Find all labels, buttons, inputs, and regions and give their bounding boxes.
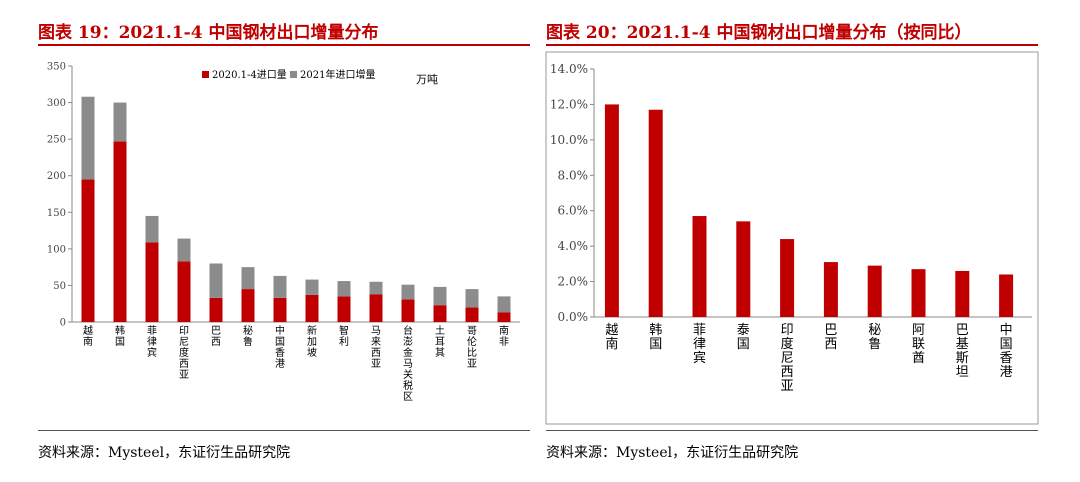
x-tick-label: 南非 <box>499 324 509 348</box>
x-tick-label: 秘鲁 <box>243 324 253 348</box>
legend-label-2021: 2021年进口增量 <box>300 68 375 81</box>
x-tick-label: 巴西 <box>211 325 221 348</box>
bar-segment-2020 <box>209 297 223 322</box>
y-tick-label: 200 <box>47 171 66 182</box>
bar <box>911 269 926 317</box>
bar-segment-2021 <box>209 263 223 298</box>
chart-panel-left: 图表 19：2021.1-4 中国钢材出口增量分布 0 50 100 150 200 25… <box>38 0 538 482</box>
x-tick-label: 中国香港 <box>275 324 285 370</box>
x-tick-label: 韩国 <box>649 323 662 352</box>
x-tick-label: 智利 <box>339 324 349 348</box>
bar-segment-2021 <box>433 286 447 306</box>
bar <box>955 270 970 317</box>
y-tick-label: 12.0% <box>550 97 588 111</box>
source-rule <box>38 430 530 431</box>
x-tick-label: 土耳其 <box>435 324 445 359</box>
bar-segment-2020 <box>433 305 447 322</box>
legend-swatch-2021 <box>290 71 297 78</box>
x-tick-label: 印度尼西亚 <box>781 323 794 394</box>
bar <box>823 262 838 317</box>
bar-segment-2020 <box>497 312 511 322</box>
plot-frame <box>545 51 1039 425</box>
bar-segment-2021 <box>369 281 383 295</box>
y-tick-label: 10.0% <box>550 133 588 147</box>
x-tick-label: 中国香港 <box>1000 323 1013 380</box>
bar <box>604 104 619 317</box>
chart-title-20: 图表 20：2021.1-4 中国钢材出口增量分布（按同比） <box>546 23 972 43</box>
bar-segment-2021 <box>337 281 351 297</box>
bar-segment-2020 <box>177 261 191 322</box>
y-tick-label: 150 <box>47 208 66 219</box>
title-rule <box>546 44 1038 46</box>
bar-segment-2021 <box>81 96 95 180</box>
bar-segment-2020 <box>273 297 287 322</box>
x-tick-label: 阿联酋 <box>912 323 925 366</box>
y-tick-label: 6.0% <box>558 204 589 218</box>
y-tick-label: 14.0% <box>550 62 588 76</box>
bar <box>999 274 1014 317</box>
y-tick-label: 100 <box>47 244 66 255</box>
bar-segment-2021 <box>401 284 415 300</box>
y-tick-label: 300 <box>47 98 66 109</box>
source-note-19: 资料来源：Mysteel，东证衍生品研究院 <box>38 445 291 461</box>
bar <box>736 221 751 317</box>
bar-segment-2021 <box>241 267 255 290</box>
bar-segment-2020 <box>401 299 415 322</box>
x-tick-label: 秘鲁 <box>868 323 881 352</box>
bar-segment-2020 <box>465 307 479 322</box>
x-tick-label: 泰国 <box>737 323 750 352</box>
bar-segment-2021 <box>465 289 479 308</box>
bar-segment-2020 <box>305 294 319 322</box>
bar-segment-2020 <box>145 242 159 322</box>
y-tick-label: 0 <box>60 318 66 329</box>
legend-swatch-2020 <box>202 71 209 78</box>
bar <box>648 109 663 317</box>
bar-segment-2020 <box>337 296 351 322</box>
bar <box>692 216 707 317</box>
bar-segment-2021 <box>113 102 127 142</box>
bar-segment-2020 <box>369 294 383 322</box>
unit-label: 万吨 <box>416 73 438 86</box>
bar-segment-2021 <box>145 215 159 243</box>
y-tick-label: 4.0% <box>558 239 589 253</box>
chart-title-19: 图表 19：2021.1-4 中国钢材出口增量分布 <box>38 23 379 43</box>
x-tick-label: 巴基斯坦 <box>956 323 969 380</box>
bar-segment-2021 <box>305 279 319 295</box>
x-tick-label: 菲律宾 <box>147 325 157 359</box>
x-tick-label: 马来西亚 <box>371 325 381 370</box>
y-tick-label: 8.0% <box>558 168 589 182</box>
bar-chart: 0.0% 2.0% 4.0% 6.0% 8.0% 10.0% 12.0% 14.0% 越南 韩国 菲… <box>545 51 1039 425</box>
source-note-20: 资料来源：Mysteel，东证衍生品研究院 <box>546 445 799 461</box>
x-tick-label: 哥伦比亚 <box>467 325 477 370</box>
legend-label-2020: 2020.1-4进口量 <box>212 69 287 81</box>
x-tick-label: 新加坡 <box>307 324 317 359</box>
bar-segment-2020 <box>241 289 255 322</box>
x-tick-label: 越南 <box>605 323 618 352</box>
y-tick-label: 350 <box>47 62 66 73</box>
bar-segment-2020 <box>81 179 95 322</box>
x-tick-label: 印尼度西亚 <box>179 325 189 381</box>
bar-segment-2021 <box>177 238 191 262</box>
y-tick-label: 0.0% <box>558 310 589 324</box>
title-rule <box>38 44 530 46</box>
bar <box>780 239 795 317</box>
bar-segment-2021 <box>497 296 511 313</box>
bar-segment-2021 <box>273 275 287 298</box>
x-tick-label: 巴西 <box>824 323 837 352</box>
bar-segment-2020 <box>113 141 127 322</box>
source-rule <box>546 430 1038 431</box>
y-tick-label: 250 <box>47 135 66 146</box>
bar <box>867 265 882 317</box>
x-tick-label: 菲律宾 <box>693 323 706 366</box>
x-tick-label: 台澎金马关税区 <box>403 324 413 403</box>
x-tick-label: 韩国 <box>115 324 125 348</box>
chart-panel-right: 图表 20：2021.1-4 中国钢材出口增量分布（按同比） 0.0% 2.0% 4… <box>545 0 1046 482</box>
y-tick-label: 50 <box>53 281 66 292</box>
x-tick-label: 越南 <box>83 324 93 348</box>
y-tick-label: 2.0% <box>558 275 589 289</box>
